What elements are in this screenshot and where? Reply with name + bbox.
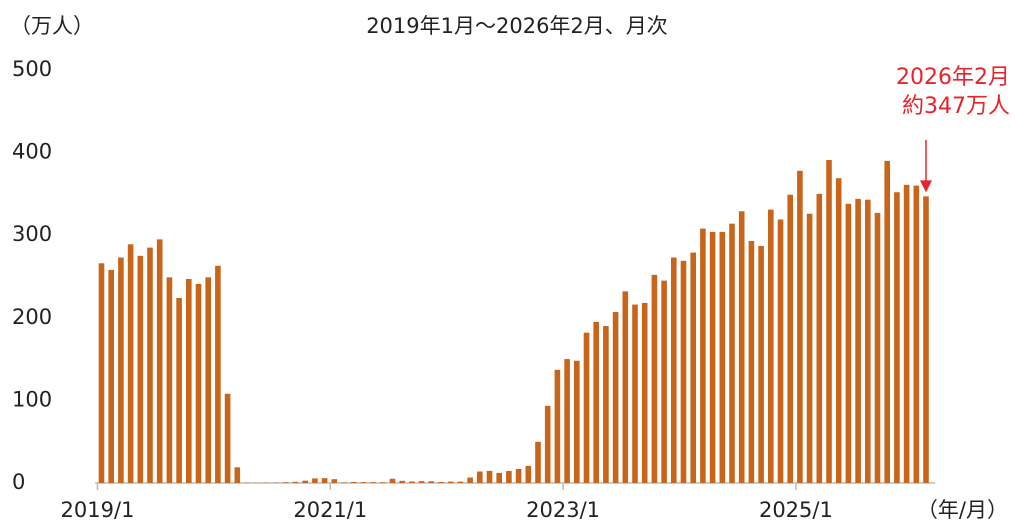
bar bbox=[477, 471, 483, 483]
bar bbox=[923, 196, 929, 484]
bar bbox=[554, 369, 561, 483]
y-tick-label: 300 bbox=[12, 222, 52, 246]
bar bbox=[447, 481, 454, 483]
annotation-arrowhead bbox=[920, 180, 932, 193]
x-tick-label: 2019/1 bbox=[61, 498, 135, 522]
bar bbox=[467, 477, 473, 483]
bar bbox=[321, 478, 328, 483]
bar bbox=[593, 321, 599, 483]
bar bbox=[166, 277, 173, 483]
bar bbox=[341, 482, 347, 483]
bar bbox=[215, 265, 221, 483]
bar bbox=[661, 280, 667, 483]
bar bbox=[787, 194, 793, 483]
bar bbox=[186, 278, 192, 483]
bar bbox=[777, 219, 784, 484]
bar bbox=[234, 467, 241, 483]
bar bbox=[603, 326, 609, 483]
bar bbox=[865, 199, 871, 483]
annotation: 2026年2月 bbox=[896, 65, 1010, 90]
bar bbox=[98, 263, 105, 483]
bar bbox=[118, 257, 124, 483]
bar bbox=[399, 480, 405, 483]
y-tick-label: 500 bbox=[12, 57, 52, 81]
y-axis-label: （万人） bbox=[10, 14, 94, 38]
bar bbox=[671, 257, 677, 483]
bar bbox=[360, 482, 367, 483]
x-tick-label: 2023/1 bbox=[526, 498, 600, 522]
bar bbox=[855, 198, 861, 483]
bar bbox=[486, 470, 493, 483]
bar bbox=[632, 304, 638, 483]
bar bbox=[738, 211, 745, 483]
bar bbox=[409, 481, 415, 483]
y-tick-label: 0 bbox=[12, 470, 25, 494]
bar bbox=[370, 482, 376, 483]
bar bbox=[224, 393, 231, 483]
bar bbox=[147, 247, 153, 483]
y-tick-label: 400 bbox=[12, 140, 52, 164]
bar bbox=[535, 441, 541, 483]
y-tick-label: 200 bbox=[12, 305, 52, 329]
bar bbox=[438, 482, 444, 483]
bar bbox=[506, 471, 512, 483]
bar bbox=[127, 244, 134, 483]
bar bbox=[700, 228, 706, 483]
bar bbox=[768, 209, 774, 483]
bar bbox=[137, 255, 144, 483]
bar bbox=[496, 473, 502, 483]
bar bbox=[515, 469, 522, 483]
bar bbox=[874, 212, 881, 483]
bar bbox=[389, 478, 396, 483]
bar bbox=[205, 277, 211, 483]
chart-title: 2019年1月～2026年2月、月次 bbox=[366, 14, 668, 38]
bar bbox=[380, 482, 386, 483]
bar bbox=[292, 481, 299, 483]
x-tick-label: 2021/1 bbox=[293, 498, 367, 522]
bar bbox=[574, 360, 580, 483]
bar bbox=[457, 481, 464, 483]
bar bbox=[525, 465, 532, 483]
bar bbox=[544, 405, 551, 483]
bar bbox=[835, 178, 842, 483]
x-tick-label: 2025/1 bbox=[759, 498, 833, 522]
y-tick-label: 100 bbox=[12, 387, 52, 411]
bar bbox=[622, 291, 629, 483]
bar bbox=[583, 332, 590, 483]
bar bbox=[312, 478, 318, 483]
bar bbox=[195, 283, 202, 483]
annotation: 約347万人 bbox=[902, 94, 1010, 119]
bar bbox=[283, 482, 289, 483]
bar bbox=[709, 231, 716, 483]
bar bbox=[729, 223, 735, 484]
bar bbox=[176, 297, 182, 483]
x-axis-label: （年/月） bbox=[917, 498, 1008, 522]
bar bbox=[797, 170, 803, 483]
bar bbox=[913, 185, 920, 483]
bar bbox=[612, 312, 619, 483]
bar bbox=[331, 479, 338, 483]
bar bbox=[564, 359, 570, 483]
bar bbox=[903, 184, 910, 483]
bar bbox=[302, 480, 308, 483]
bar bbox=[806, 213, 813, 483]
bar bbox=[816, 193, 823, 483]
bar bbox=[719, 231, 726, 483]
bar bbox=[641, 302, 648, 483]
bar bbox=[690, 252, 696, 483]
bar bbox=[680, 260, 687, 483]
bar bbox=[894, 192, 900, 484]
bar bbox=[651, 274, 658, 483]
bar bbox=[826, 160, 832, 483]
bar bbox=[758, 245, 764, 483]
bar bbox=[156, 239, 163, 483]
bar bbox=[350, 482, 357, 483]
bar bbox=[108, 269, 114, 483]
bar bbox=[884, 160, 890, 484]
bar bbox=[748, 240, 755, 483]
bar bbox=[428, 481, 435, 483]
bar bbox=[845, 203, 852, 483]
bar bbox=[418, 481, 425, 483]
